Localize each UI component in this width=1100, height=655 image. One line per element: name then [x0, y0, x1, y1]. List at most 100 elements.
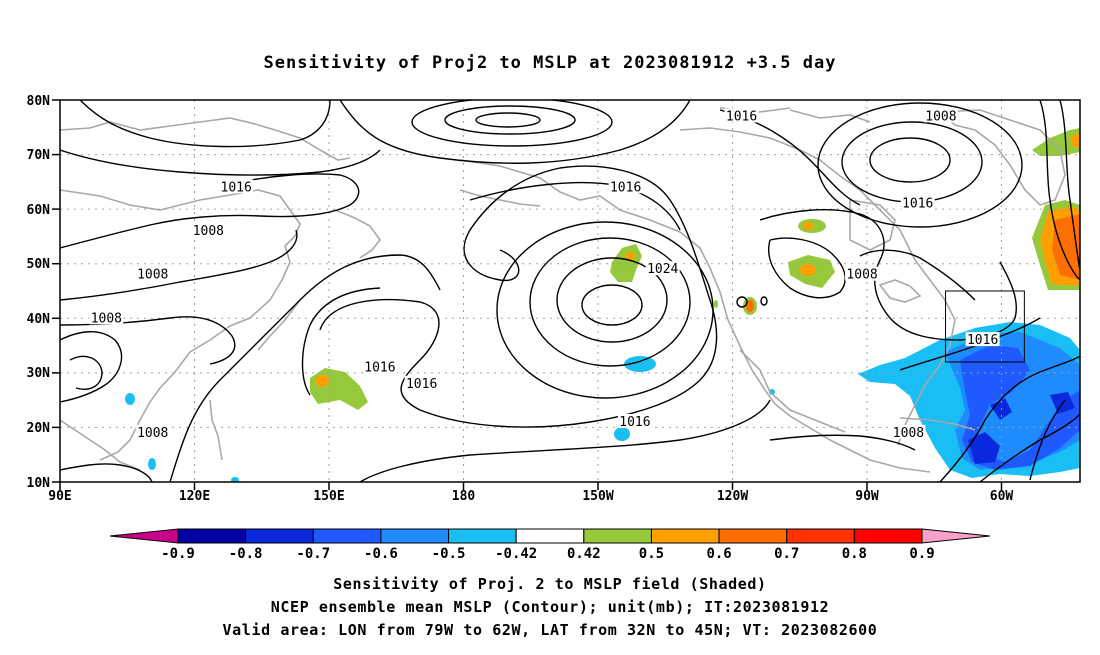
colorbar-swatch [312, 528, 382, 544]
contour-east-2 [1059, 100, 1080, 271]
colorbar-tick-label: 0.7 [774, 546, 799, 562]
shade-neg-small-2 [614, 427, 630, 441]
coast-hudson [849, 199, 896, 251]
contour-nam-low-1 [869, 137, 951, 183]
contour-arctic-high-2 [444, 105, 576, 135]
contour-label-bg [219, 179, 254, 194]
lon-label-90w: 90W [855, 489, 879, 504]
contour-label-bg [608, 179, 643, 194]
contour-label-bg [617, 413, 652, 428]
lat-label-40n: 40N [27, 312, 51, 327]
contour-east-1 [1039, 100, 1080, 281]
contour-label: 1024 [647, 262, 678, 277]
contour-label: 1016 [221, 180, 252, 195]
colorbar-tick-label: 0.5 [639, 546, 664, 562]
contour-label-bg [0, 403, 31, 417]
contour-atl-south [939, 355, 1080, 482]
contour-east-3 [1029, 399, 1066, 481]
shade-pos-pacific-06 [625, 252, 635, 260]
colorbar-max-arrow [921, 528, 991, 544]
contour-nam-1008-b [768, 237, 846, 299]
lat-label-20n: 20N [27, 421, 51, 436]
shade-pos-pacific [610, 244, 642, 282]
shade-pos-west-06 [315, 375, 329, 387]
shade-neg-07 [968, 432, 1000, 464]
contour-label: 1008 [893, 426, 924, 441]
lon-label-120w: 120W [717, 489, 748, 504]
shade-pos-namerica-06 [800, 264, 816, 276]
colorbar-min-arrow [109, 528, 179, 544]
contour-1008-asia-5 [69, 355, 103, 390]
colorbar-swatch [245, 528, 314, 544]
coast-indochina [60, 419, 141, 471]
contour-label-bg [965, 332, 1000, 347]
colorbar-swatch [583, 528, 652, 544]
contour-arctic-high-1 [475, 112, 541, 128]
lon-label-180: 180 [452, 489, 476, 504]
lon-label-60w: 60W [990, 489, 1014, 504]
coast-aleutians [459, 189, 541, 207]
lat-label-30n: 30N [27, 366, 51, 381]
contour-label-bg [645, 261, 680, 276]
contour-label: 1016 [610, 180, 641, 195]
contour-labels: 1016 1008 1016 1016 1016 1008 1024 1008 1008 1008… [0, 108, 1000, 485]
contour-label-bg [900, 195, 935, 210]
shade-pos-greenland [1032, 128, 1080, 156]
axis-ticks [52, 99, 1003, 490]
contour-label: 1008 [91, 311, 122, 326]
colorbar-swatch [380, 528, 450, 544]
contour-small-2 [760, 296, 768, 306]
contour-arctic-west [79, 100, 331, 148]
shade-pos-greenland-06 [1070, 132, 1080, 148]
contour-small-1 [736, 296, 748, 308]
colorbar [109, 528, 991, 544]
lat-label-50n: 50N [27, 257, 51, 272]
grid-lines [60, 100, 1080, 482]
shade-pos-atlantic-07 [1052, 214, 1080, 280]
caption-line-3: Valid area: LON from 79W to 62W, LAT fro… [223, 621, 878, 639]
map-panel: 1016 1008 1016 1016 1016 1008 1024 1008 1008 1008… [0, 94, 1081, 504]
valid-area-box [945, 290, 1025, 363]
contour-label: 1016 [967, 333, 998, 348]
contour-1016-south [359, 399, 771, 482]
lat-label-70n: 70N [27, 148, 51, 163]
contour-label-bg [135, 424, 170, 439]
colorbar-swatch [177, 528, 247, 544]
contour-label: 1016 [619, 415, 650, 430]
colorbar-tick-label: -0.8 [229, 546, 263, 562]
coast-mexico [739, 349, 846, 433]
shade-neg-06 [960, 345, 1080, 470]
contour-label: 1016 [902, 197, 933, 212]
contour-nam-1016-c [859, 249, 976, 301]
colorbar-swatch [650, 528, 720, 544]
coast-greenland [937, 109, 1066, 206]
shade-pos-gulf-06 [746, 300, 754, 312]
contour-label-bg [0, 469, 12, 483]
contour-arctic-high-3 [411, 100, 613, 147]
coast-asia-east [60, 189, 301, 461]
colorbar-swatch [515, 528, 585, 544]
contour-label: 1016 [726, 109, 757, 124]
figure-title: Sensitivity of Proj2 to MSLP at 20230819… [264, 53, 837, 73]
contour-label-bg [362, 359, 397, 374]
contour-label: 1008 [846, 268, 877, 283]
shade-neg-small-4 [148, 458, 156, 470]
contour-label-bg [923, 108, 958, 123]
contour-label: 1008 [0, 470, 11, 485]
coast-asia-north [60, 117, 351, 161]
colorbar-tick-label: -0.7 [296, 546, 330, 562]
coast-great-lakes [878, 279, 922, 303]
contour-1016-pacific [319, 165, 718, 428]
caption-line-1: Sensitivity of Proj. 2 to MSLP field (Sh… [333, 575, 766, 593]
contour-1016-asia-north [60, 149, 381, 176]
colorbar-swatch [448, 528, 517, 544]
contour-pacific-high-1 [581, 284, 643, 326]
contour-gulf-1008 [769, 434, 916, 451]
shade-neg-small-3 [125, 393, 135, 405]
contour-nam-1016-b [759, 209, 1017, 341]
shade-pos-canada-06 [803, 222, 813, 230]
contour-pacific-high-2 [556, 257, 668, 343]
colorbar-tick-label: 0.8 [842, 546, 867, 562]
contour-1008-asia-2 [60, 229, 298, 301]
contour-1016-outer [169, 254, 441, 482]
